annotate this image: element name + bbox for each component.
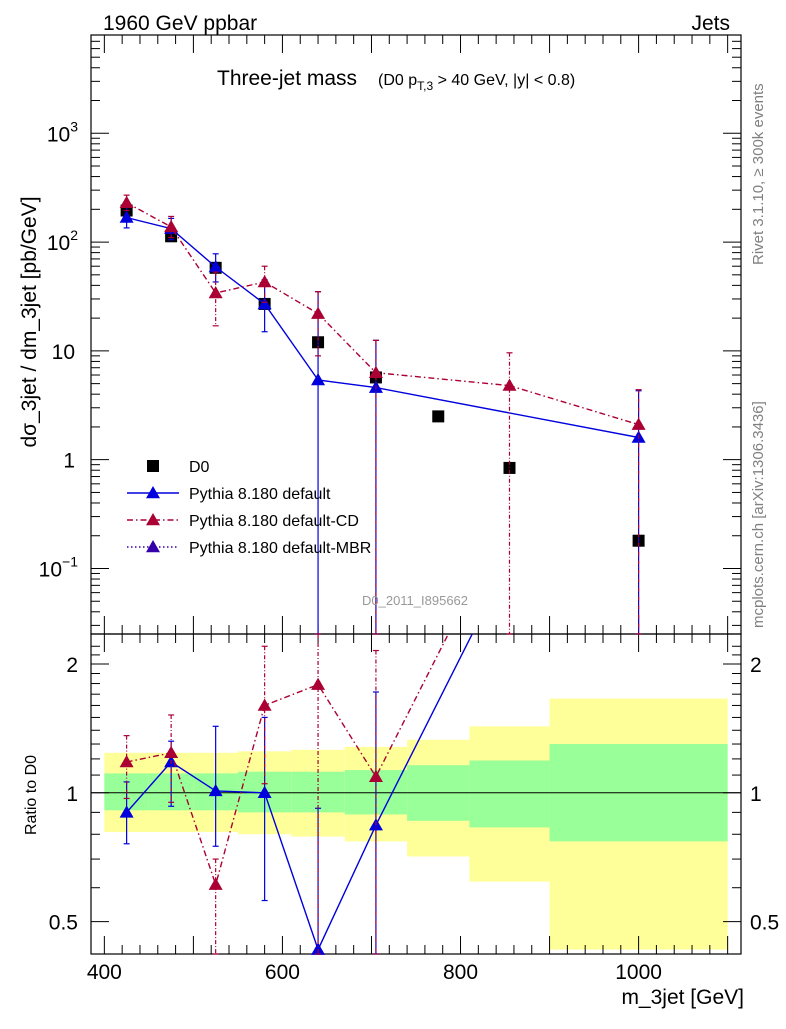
ratio-marker-cd <box>257 698 272 711</box>
x-tick-label: 600 <box>265 961 300 984</box>
marker-cd <box>257 274 272 288</box>
main-ticks: 10−1 1 10 102 103 <box>39 34 741 634</box>
chart-title-sub: (D0 pT,3 > 40 GeV, |y| < 0.8) <box>378 72 575 93</box>
legend-label-data: D0 <box>189 459 210 476</box>
series-line-cd <box>126 202 639 426</box>
ratio-marker-default <box>311 942 326 955</box>
ratio-marker-default <box>119 805 134 818</box>
ratio-marker-default <box>257 785 272 799</box>
y-tick-label-main: 103 <box>47 118 78 146</box>
marker-cd <box>164 219 179 233</box>
legend-marker-cd <box>146 513 160 526</box>
y-tick-label-ratio-left: 2 <box>66 654 78 677</box>
watermark: D0_2011_I895662 <box>362 593 468 608</box>
ratio-series <box>119 633 474 955</box>
series-line-default <box>126 216 639 439</box>
marker-cd <box>631 417 646 430</box>
x-axis-label: m_3jet [GeV] <box>621 986 744 1009</box>
band-inner-7 <box>469 760 550 828</box>
ratio-plot-frame <box>90 633 742 955</box>
legend: D0 Pythia 8.180 default Pythia 8.180 defau… <box>127 459 371 557</box>
header-right: Jets <box>691 12 730 35</box>
marker-cd <box>368 365 383 378</box>
y-tick-label-main: 10 <box>52 341 75 364</box>
ratio-marker-cd <box>119 755 134 768</box>
y-tick-label-main: 102 <box>47 227 78 255</box>
side-mcplots: mcplots.cern.ch [arXiv:1306.3436] <box>750 401 767 628</box>
legend-marker-d0 <box>147 460 159 472</box>
main-series <box>119 194 646 635</box>
marker-cd <box>311 306 326 319</box>
y-tick-label-ratio-right: 1 <box>750 783 762 806</box>
y-tick-label-ratio-right: 0.5 <box>750 912 779 935</box>
marker-default <box>208 260 223 273</box>
y-axis-label-main: dσ_3jet / dm_3jet [pb/GeV] <box>18 196 41 447</box>
y-axis-label-ratio: Ratio to D0 <box>23 755 40 835</box>
legend-label-mbr: Pythia 8.180 default-MBR <box>189 540 371 557</box>
x-tick-label: 1000 <box>615 961 662 984</box>
marker-default <box>119 210 134 223</box>
y-tick-label-ratio-left: 1 <box>66 783 78 806</box>
legend-label-cd: Pythia 8.180 default-CD <box>189 513 359 530</box>
side-rivet: Rivet 3.1.10, ≥ 300k events <box>750 83 767 265</box>
data-point-d0 <box>503 461 516 474</box>
ratio-marker-cd <box>311 677 326 690</box>
marker-cd <box>119 195 134 208</box>
ratio-bands <box>91 698 741 950</box>
chart-title: Three-jet mass <box>217 67 357 90</box>
ratio-marker-default <box>208 783 223 797</box>
header-left: 1960 GeV ppbar <box>103 12 257 35</box>
marker-default <box>311 372 326 386</box>
ratio-ticks: 0.5 0.5 1 1 2 2 400 600 800 1000 <box>49 634 779 984</box>
legend-label-default: Pythia 8.180 default <box>189 486 331 503</box>
title-sub-pre: (D0 p <box>378 72 417 89</box>
legend-marker-mbr <box>146 540 160 553</box>
ratio-marker-cd <box>164 745 179 759</box>
x-tick-label: 400 <box>87 961 122 984</box>
ratio-marker-cd <box>368 769 383 783</box>
y-tick-label-main: 1 <box>63 450 75 473</box>
y-tick-label-ratio-right: 2 <box>750 654 762 677</box>
marker-default <box>257 296 272 310</box>
y-tick-label-ratio-left: 0.5 <box>49 912 78 935</box>
ratio-marker-cd <box>208 877 223 890</box>
legend-marker-default <box>146 486 160 499</box>
marker-cd <box>208 286 223 299</box>
data-point-d0 <box>432 410 445 423</box>
title-sub-post: > 40 GeV, |y| < 0.8) <box>433 72 575 89</box>
title-sub-sub: T,3 <box>417 79 433 93</box>
y-tick-label-main: 10−1 <box>39 553 79 581</box>
marker-cd <box>502 378 517 391</box>
x-tick-label: 800 <box>443 961 478 984</box>
